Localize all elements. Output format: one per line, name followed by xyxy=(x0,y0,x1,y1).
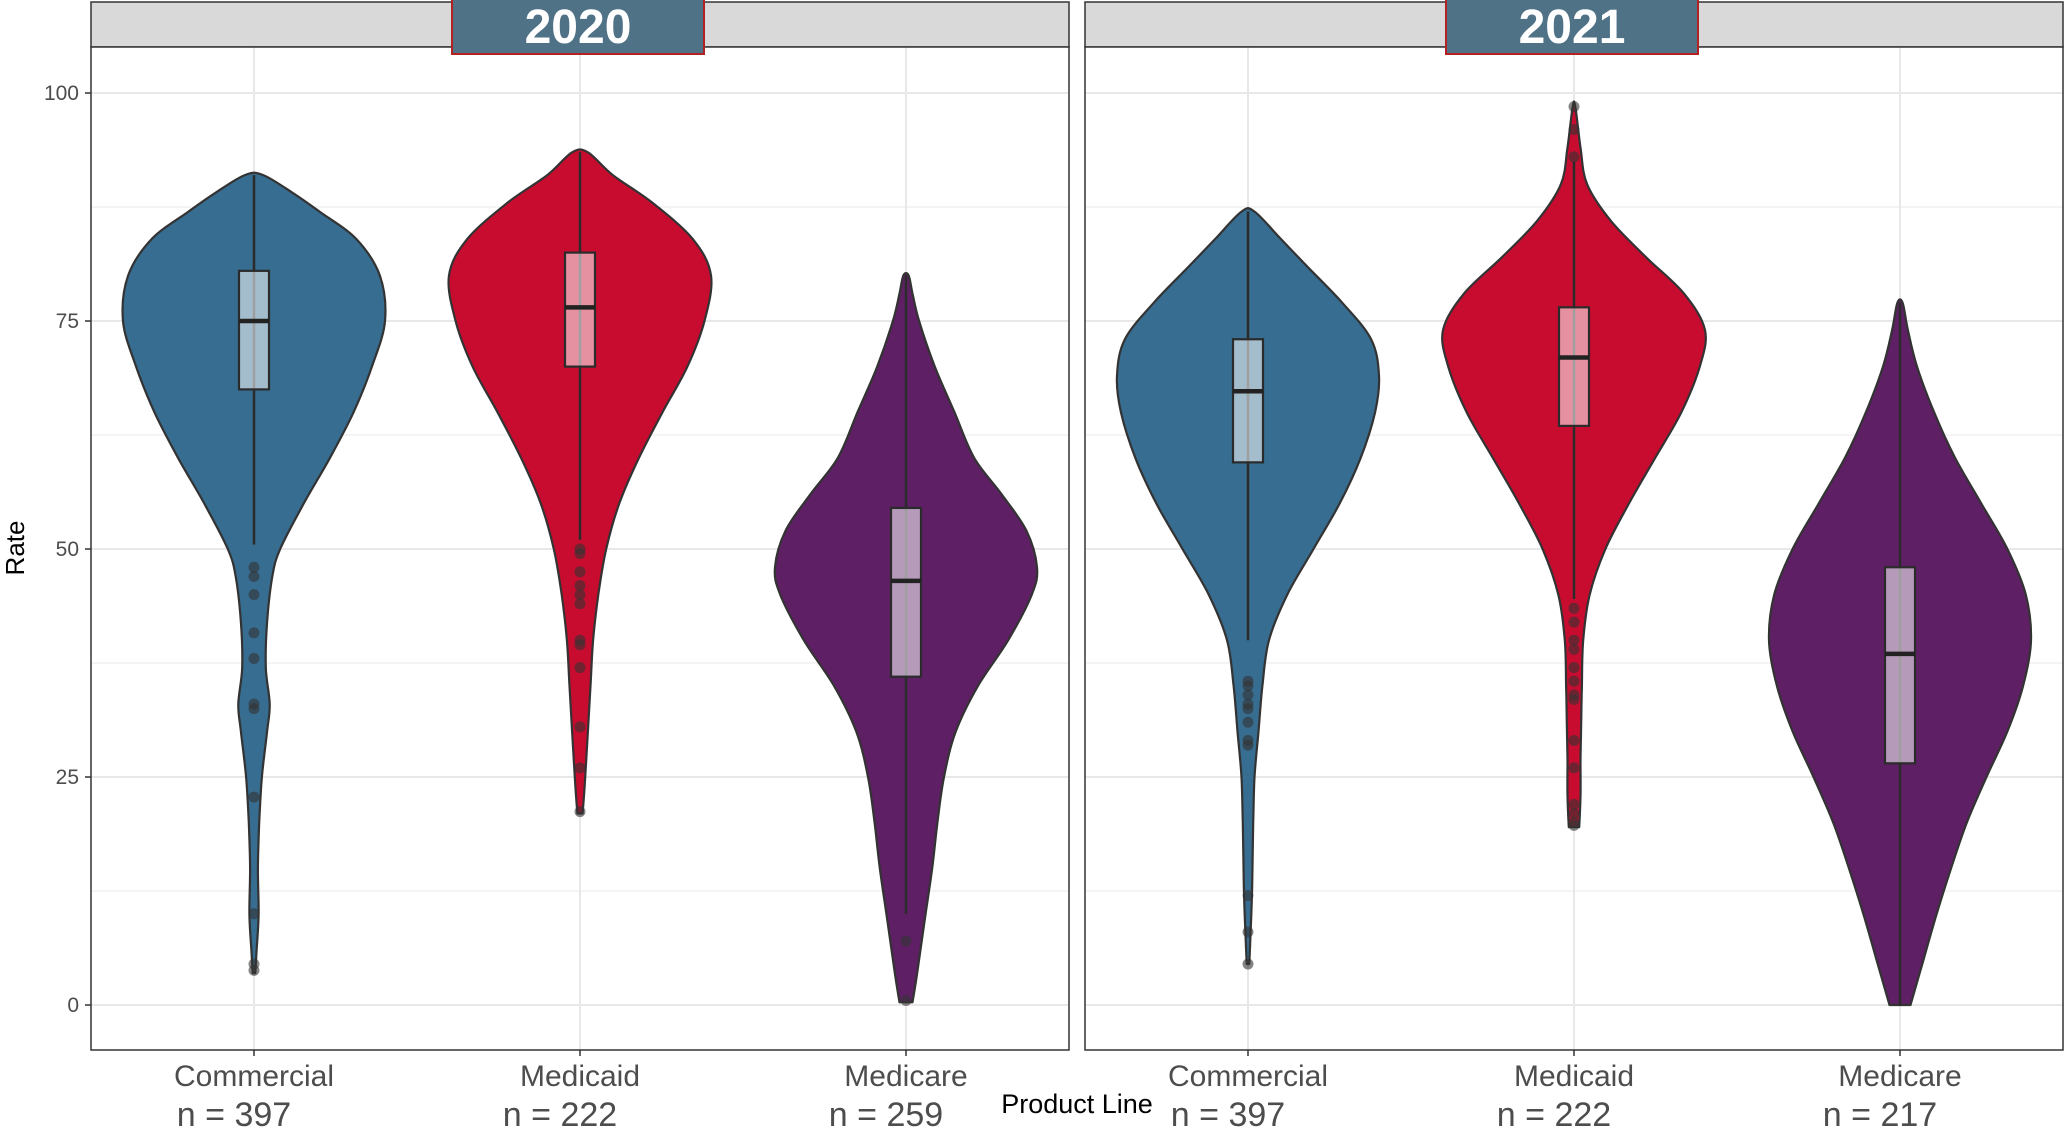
facet-title: 2020 xyxy=(525,1,632,54)
y-tick-label: 100 xyxy=(44,82,79,105)
outlier-point xyxy=(574,598,586,610)
outlier-point xyxy=(248,561,260,573)
outlier-point xyxy=(1568,616,1580,628)
outlier-point xyxy=(1242,680,1254,692)
outlier-point xyxy=(1568,762,1580,774)
n-label: n = 222 xyxy=(503,1096,617,1134)
x-tick-label: Medicaid xyxy=(520,1060,640,1093)
box-commercial xyxy=(1231,338,1265,464)
outlier-point xyxy=(1568,675,1580,687)
outlier-point xyxy=(1568,643,1580,655)
facet-title-box xyxy=(451,0,705,55)
box-commercial xyxy=(237,269,271,391)
outlier-point xyxy=(574,639,586,651)
outlier-point xyxy=(574,721,586,733)
box-medicaid xyxy=(1557,306,1591,427)
outlier-point xyxy=(574,579,586,591)
box-medicaid xyxy=(563,251,597,368)
n-label: n = 217 xyxy=(1823,1096,1937,1134)
outlier-point xyxy=(1242,958,1254,970)
outlier-point xyxy=(1242,716,1254,728)
x-tick-label: Medicaid xyxy=(1514,1060,1634,1093)
outlier-point xyxy=(248,652,260,664)
outlier-point xyxy=(248,570,260,582)
outlier-point xyxy=(1568,602,1580,614)
outlier-point xyxy=(574,662,586,674)
y-tick-label: 75 xyxy=(56,310,79,333)
y-tick-label: 25 xyxy=(56,766,79,789)
outlier-point xyxy=(248,589,260,601)
outlier-point xyxy=(574,762,586,774)
n-label: n = 397 xyxy=(1171,1096,1285,1134)
outlier-point xyxy=(1242,739,1254,751)
outlier-point xyxy=(1568,662,1580,674)
facet-title: 2021 xyxy=(1519,1,1626,54)
outlier-point xyxy=(248,791,260,803)
outlier-point xyxy=(248,627,260,639)
x-tick-label: Medicare xyxy=(1838,1060,1961,1093)
outlier-point xyxy=(574,548,586,560)
y-tick-label: 50 xyxy=(56,538,79,561)
outlier-point xyxy=(1568,151,1580,163)
outlier-point xyxy=(574,566,586,578)
outlier-point xyxy=(900,994,912,1006)
outlier-point xyxy=(1242,890,1254,902)
x-tick-label: Medicare xyxy=(844,1060,967,1093)
n-label: n = 222 xyxy=(1497,1096,1611,1134)
outlier-point xyxy=(1568,693,1580,705)
x-tick-label: Commercial xyxy=(174,1060,334,1093)
outlier-point xyxy=(1242,926,1254,938)
outlier-point xyxy=(1568,634,1580,646)
outlier-point xyxy=(574,806,586,818)
n-label: n = 397 xyxy=(177,1096,291,1134)
y-tick-label: 0 xyxy=(67,994,79,1017)
outlier-point xyxy=(248,703,260,715)
x-tick-label: Commercial xyxy=(1168,1060,1328,1093)
y-axis-label: Rate xyxy=(0,521,30,576)
outlier-point xyxy=(1242,689,1254,701)
outlier-point xyxy=(1568,123,1580,135)
box-medicare xyxy=(1883,566,1917,765)
n-label: n = 259 xyxy=(829,1096,943,1134)
outlier-point xyxy=(1568,807,1580,819)
outlier-point xyxy=(1568,798,1580,810)
outlier-point xyxy=(1568,101,1580,113)
outlier-point xyxy=(1242,703,1254,715)
outlier-point xyxy=(1568,735,1580,747)
outlier-point xyxy=(1568,819,1580,831)
outlier-point xyxy=(248,908,260,920)
outlier-point xyxy=(900,935,912,947)
outlier-point xyxy=(574,589,586,601)
facet-title-box xyxy=(1445,0,1699,55)
outlier-point xyxy=(248,964,260,976)
x-axis-label: Product Line xyxy=(1001,1089,1153,1119)
box-medicare xyxy=(889,506,923,678)
